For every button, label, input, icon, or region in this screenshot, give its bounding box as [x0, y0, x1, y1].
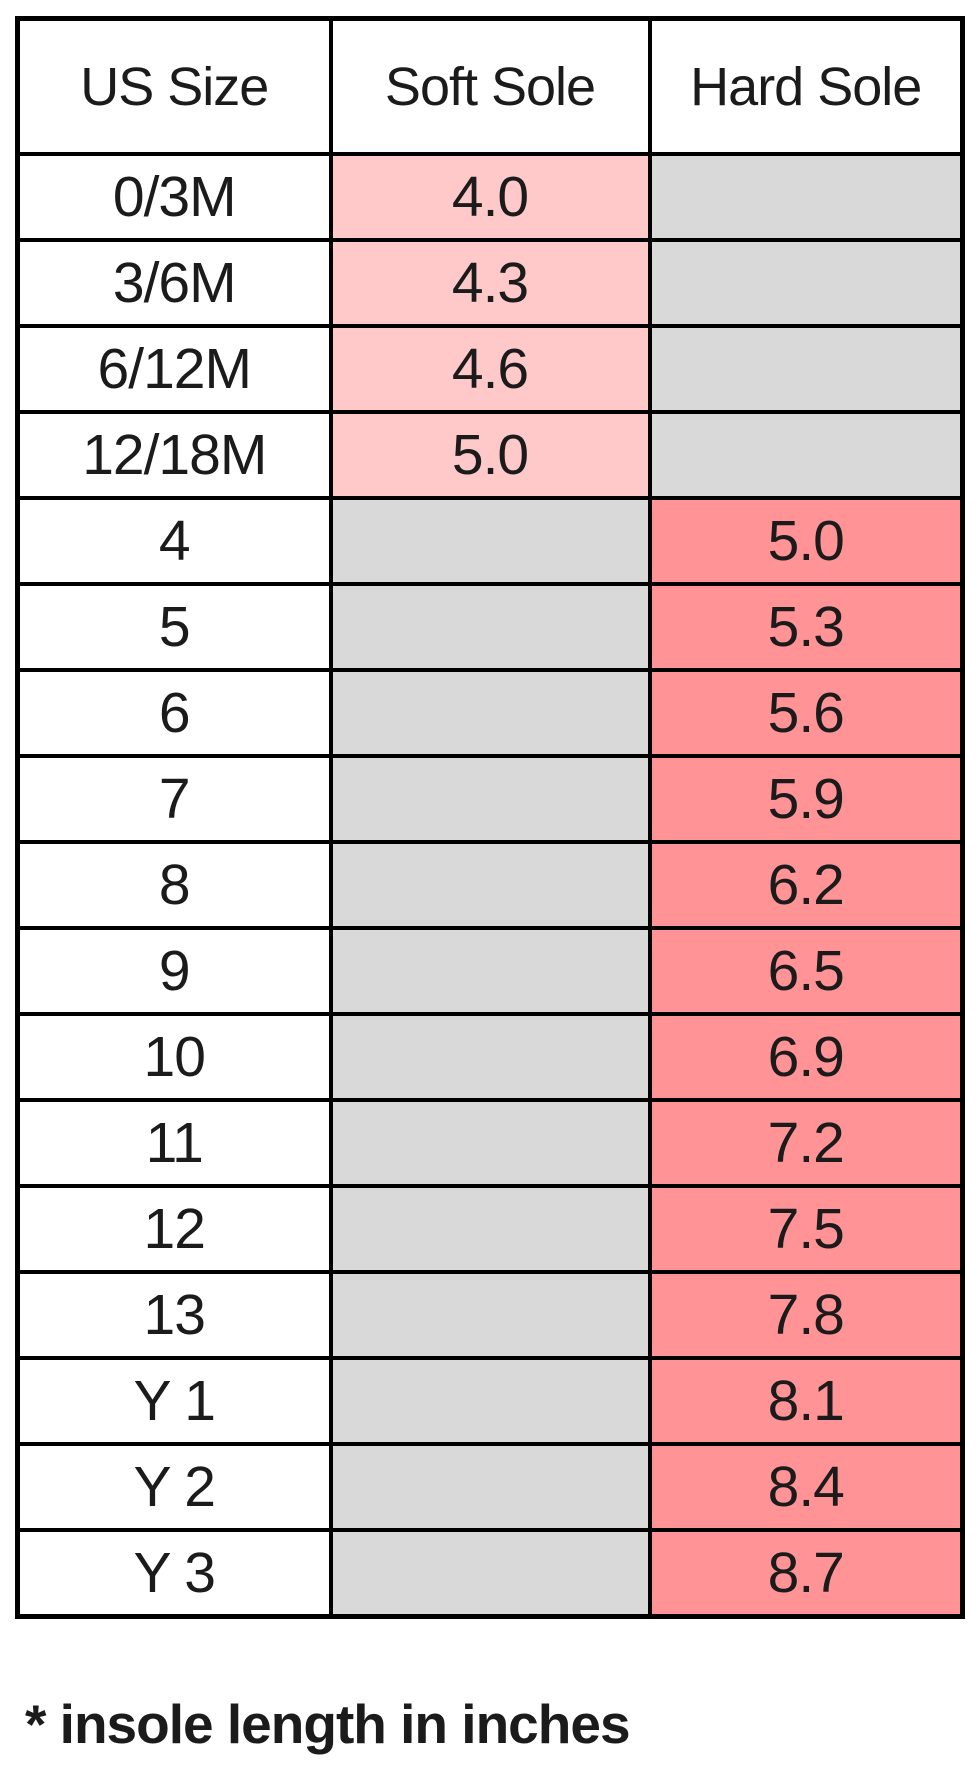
us-size-cell: 4 — [15, 496, 333, 586]
us-size-cell: Y 1 — [15, 1356, 333, 1446]
table-row: 11 7.2 — [15, 1098, 965, 1188]
table-row: 6/12M 4.6 — [15, 324, 965, 414]
table-row: 0/3M 4.0 — [15, 152, 965, 242]
us-size-cell: 6/12M — [15, 324, 333, 414]
us-size-cell: 9 — [15, 926, 333, 1016]
table-row: 7 5.9 — [15, 754, 965, 844]
us-size-cell: 8 — [15, 840, 333, 930]
us-size-cell: 12/18M — [15, 410, 333, 500]
soft-sole-cell — [328, 582, 652, 672]
table-row: Y 2 8.4 — [15, 1442, 965, 1532]
hard-sole-cell: 8.7 — [647, 1528, 965, 1619]
header-row: US Size Soft Sole Hard Sole — [15, 16, 965, 156]
hard-sole-cell — [647, 152, 965, 242]
hard-sole-cell: 6.9 — [647, 1012, 965, 1102]
soft-sole-cell: 4.6 — [328, 324, 652, 414]
hard-sole-cell: 7.8 — [647, 1270, 965, 1360]
soft-sole-cell: 5.0 — [328, 410, 652, 500]
table-row: 8 6.2 — [15, 840, 965, 930]
us-size-cell: 11 — [15, 1098, 333, 1188]
soft-sole-cell — [328, 668, 652, 758]
soft-sole-cell: 4.3 — [328, 238, 652, 328]
soft-sole-cell — [328, 1442, 652, 1532]
table-row: Y 3 8.7 — [15, 1528, 965, 1619]
hard-sole-cell: 5.9 — [647, 754, 965, 844]
table-row: 6 5.6 — [15, 668, 965, 758]
table-row: 10 6.9 — [15, 1012, 965, 1102]
soft-sole-cell: 4.0 — [328, 152, 652, 242]
insole-length-footnote: * insole length in inches — [25, 1693, 631, 1755]
table-row: Y 1 8.1 — [15, 1356, 965, 1446]
soft-sole-cell — [328, 1098, 652, 1188]
table-row: 13 7.8 — [15, 1270, 965, 1360]
soft-sole-cell — [328, 754, 652, 844]
hard-sole-cell: 5.6 — [647, 668, 965, 758]
hard-sole-cell — [647, 238, 965, 328]
table-row: 5 5.3 — [15, 582, 965, 672]
us-size-cell: 6 — [15, 668, 333, 758]
table-row: 12 7.5 — [15, 1184, 965, 1274]
table-body: 0/3M 4.0 3/6M 4.3 6/12M 4.6 12/18M 5.0 4 5.0 5 5.3 6… — [15, 152, 965, 1619]
table-header: US Size Soft Sole Hard Sole — [15, 16, 965, 156]
size-conversion-table: US Size Soft Sole Hard Sole 0/3M 4.0 3/6M 4… — [15, 16, 965, 1619]
us-size-cell: 5 — [15, 582, 333, 672]
table-row: 12/18M 5.0 — [15, 410, 965, 500]
soft-sole-cell — [328, 1184, 652, 1274]
table-row: 3/6M 4.3 — [15, 238, 965, 328]
us-size-cell: 3/6M — [15, 238, 333, 328]
soft-sole-cell — [328, 1528, 652, 1619]
hard-sole-cell: 8.1 — [647, 1356, 965, 1446]
hard-sole-cell — [647, 324, 965, 414]
header-soft-sole: Soft Sole — [328, 16, 652, 156]
hard-sole-cell: 6.5 — [647, 926, 965, 1016]
header-hard-sole: Hard Sole — [647, 16, 965, 156]
soft-sole-cell — [328, 840, 652, 930]
hard-sole-cell: 5.0 — [647, 496, 965, 586]
us-size-cell: 7 — [15, 754, 333, 844]
us-size-cell: 12 — [15, 1184, 333, 1274]
soft-sole-cell — [328, 1270, 652, 1360]
table-row: 4 5.0 — [15, 496, 965, 586]
us-size-cell: 13 — [15, 1270, 333, 1360]
hard-sole-cell: 8.4 — [647, 1442, 965, 1532]
soft-sole-cell — [328, 1356, 652, 1446]
table-row: 9 6.5 — [15, 926, 965, 1016]
soft-sole-cell — [328, 926, 652, 1016]
us-size-cell: Y 2 — [15, 1442, 333, 1532]
soft-sole-cell — [328, 1012, 652, 1102]
us-size-cell: Y 3 — [15, 1528, 333, 1619]
hard-sole-cell: 6.2 — [647, 840, 965, 930]
header-us-size: US Size — [15, 16, 333, 156]
soft-sole-cell — [328, 496, 652, 586]
us-size-cell: 10 — [15, 1012, 333, 1102]
hard-sole-cell: 7.5 — [647, 1184, 965, 1274]
us-size-cell: 0/3M — [15, 152, 333, 242]
hard-sole-cell: 5.3 — [647, 582, 965, 672]
hard-sole-cell — [647, 410, 965, 500]
hard-sole-cell: 7.2 — [647, 1098, 965, 1188]
